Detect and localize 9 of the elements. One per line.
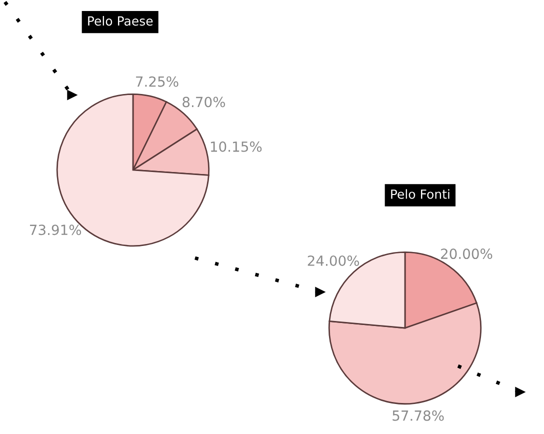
data-label: 20.00% (441, 248, 492, 260)
chart-title: Pelo Fonti (391, 189, 450, 199)
data-label: 73.91% (30, 224, 82, 236)
data-label: 10.15% (210, 141, 262, 152)
data-label: 24.00% (308, 255, 360, 266)
data-label: 57.78% (392, 410, 444, 421)
data-label: 7.25% (136, 76, 178, 87)
data-label: 8.70% (182, 96, 226, 108)
chart-title: Pelo Paese (88, 16, 153, 26)
